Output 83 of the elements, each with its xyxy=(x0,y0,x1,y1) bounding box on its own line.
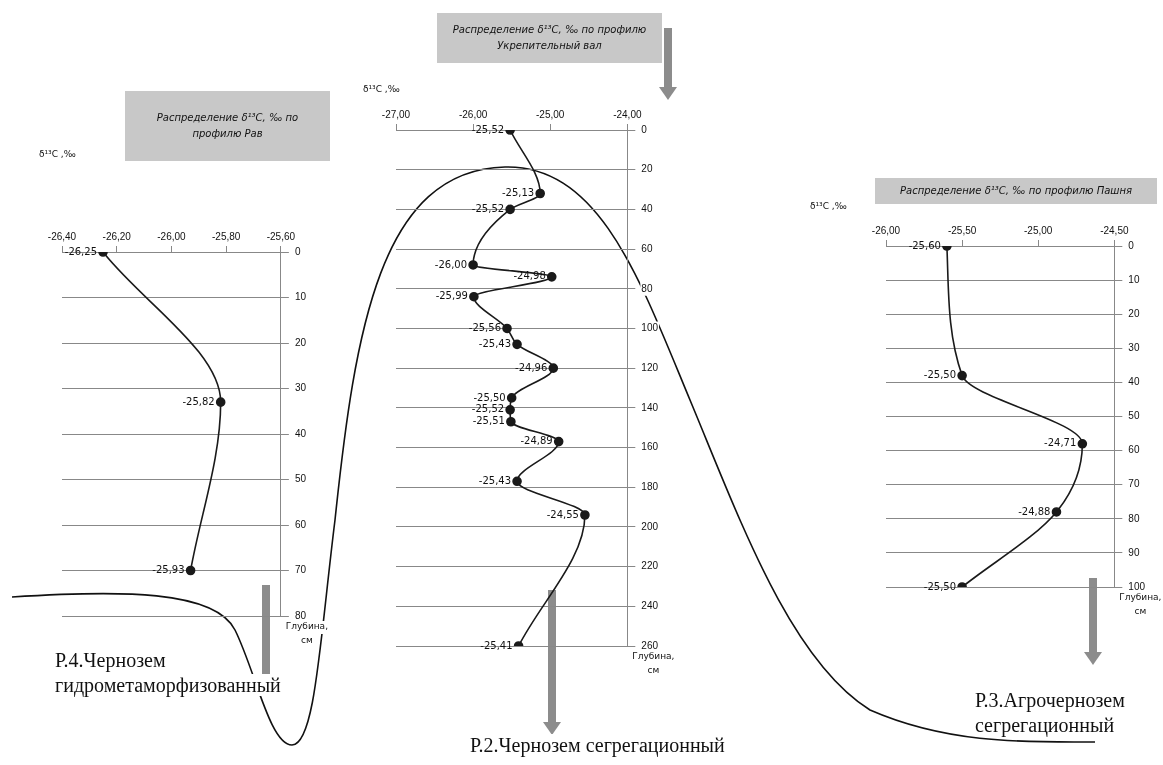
data-label: -24,71 xyxy=(1044,437,1077,449)
x-tick-label: -26,00 xyxy=(458,108,488,120)
y-tick-label: 70 xyxy=(1128,478,1140,490)
text: Р.4.Чернозем гидрометаморфизованный xyxy=(55,649,281,696)
x-tick-label: -24,50 xyxy=(1100,224,1129,236)
data-label: -24,55 xyxy=(546,508,579,520)
data-label: -25,51 xyxy=(472,415,505,427)
y-tick-label: 120 xyxy=(641,361,659,373)
x-tick-label: -27,00 xyxy=(381,108,411,120)
y-tick-label: 240 xyxy=(641,600,659,612)
data-label: -25,99 xyxy=(435,290,468,302)
chart-title: Распределение δ¹³C, ‰ по профилю Рав xyxy=(125,91,330,161)
y-axis-title: Глубина, см xyxy=(632,650,675,675)
data-label: -25,56 xyxy=(468,322,502,334)
y-tick-label: 40 xyxy=(1128,376,1140,388)
y-tick-label: 80 xyxy=(1128,512,1140,524)
x-tick-label: -26,00 xyxy=(871,224,901,236)
y-tick-label: 260 xyxy=(641,639,659,651)
data-label: -25,50 xyxy=(923,369,957,381)
data-label: -25,43 xyxy=(478,337,512,349)
x-tick-label: -24,00 xyxy=(613,108,642,120)
y-tick-label: 160 xyxy=(641,441,659,453)
data-label: -25,52 xyxy=(471,202,505,214)
y-tick-label: 50 xyxy=(294,473,307,485)
x-tick-label: -26,00 xyxy=(157,230,187,242)
data-label: -25,52 xyxy=(471,403,505,415)
y-tick-label: 60 xyxy=(1128,444,1140,456)
y-tick-label: 50 xyxy=(1128,410,1140,422)
y-tick-label: 10 xyxy=(1128,273,1140,285)
data-label: -24,89 xyxy=(520,435,553,447)
text: Р.3.Агрочернозем сегрегационный xyxy=(975,689,1125,736)
text: Р.2.Чернозем сегрегационный xyxy=(470,734,725,756)
y-tick-label: 180 xyxy=(641,480,659,492)
y-tick-label: 0 xyxy=(641,123,648,135)
data-label: -25,41 xyxy=(480,639,513,651)
y-tick-label: 30 xyxy=(294,382,307,394)
x-tick-label: -26,40 xyxy=(47,230,77,242)
x-axis-title: δ¹³C ,‰ xyxy=(39,149,76,160)
data-label: -24,96 xyxy=(515,361,548,373)
y-tick-label: 40 xyxy=(294,427,307,439)
data-label: -25,43 xyxy=(478,474,512,486)
x-axis-title: δ¹³C ,‰ xyxy=(810,201,847,212)
data-label: -25,50 xyxy=(473,391,506,403)
x-tick-label: -25,50 xyxy=(947,224,977,236)
x-tick-label: -25,00 xyxy=(1024,224,1053,236)
x-tick-label: -26,20 xyxy=(102,230,132,242)
y-tick-label: 80 xyxy=(641,282,653,294)
y-tick-label: 0 xyxy=(294,245,301,257)
data-label: -26,00 xyxy=(434,258,468,270)
x-axis-title: δ¹³C ,‰ xyxy=(363,84,400,95)
y-tick-label: 60 xyxy=(294,518,307,530)
y-tick-label: 90 xyxy=(1128,546,1140,558)
chart-title: Распределение δ¹³C, ‰ по профилю Укрепительный вал xyxy=(437,13,662,63)
y-tick-label: 80 xyxy=(294,609,307,621)
x-tick-label: -25,60 xyxy=(266,230,296,242)
y-axis-title: Глубина, см xyxy=(1119,591,1162,616)
x-tick-label: -25,80 xyxy=(211,230,241,242)
y-tick-label: 140 xyxy=(641,401,659,413)
data-label: -25,13 xyxy=(501,187,535,199)
y-tick-label: 0 xyxy=(1128,239,1135,251)
data-label: -25,52 xyxy=(471,123,505,135)
y-tick-label: 20 xyxy=(294,336,307,348)
y-tick-label: 10 xyxy=(294,291,307,303)
y-tick-label: 30 xyxy=(1128,342,1140,354)
data-label: -25,50 xyxy=(923,580,957,592)
y-tick-label: 220 xyxy=(641,560,659,572)
chart-title: Распределение δ¹³C, ‰ по профилю Пашня xyxy=(875,178,1157,204)
y-tick-label: 40 xyxy=(641,203,653,215)
data-label: -25,82 xyxy=(182,395,215,407)
y-tick-label: 20 xyxy=(641,163,653,175)
data-label: -24,98 xyxy=(513,270,546,282)
y-tick-label: 100 xyxy=(1128,580,1146,592)
data-label: -24,88 xyxy=(1018,505,1051,517)
data-label: -26,25 xyxy=(64,245,98,257)
data-label: -25,60 xyxy=(908,239,941,251)
y-axis-title: Глубина, см xyxy=(285,620,328,645)
y-tick-label: 100 xyxy=(641,322,659,334)
y-tick-label: 60 xyxy=(641,242,653,254)
data-label: -25,93 xyxy=(152,564,185,576)
y-tick-label: 200 xyxy=(641,520,659,532)
y-tick-label: 70 xyxy=(294,564,307,576)
x-tick-label: -25,00 xyxy=(536,108,565,120)
y-tick-label: 20 xyxy=(1128,307,1140,319)
